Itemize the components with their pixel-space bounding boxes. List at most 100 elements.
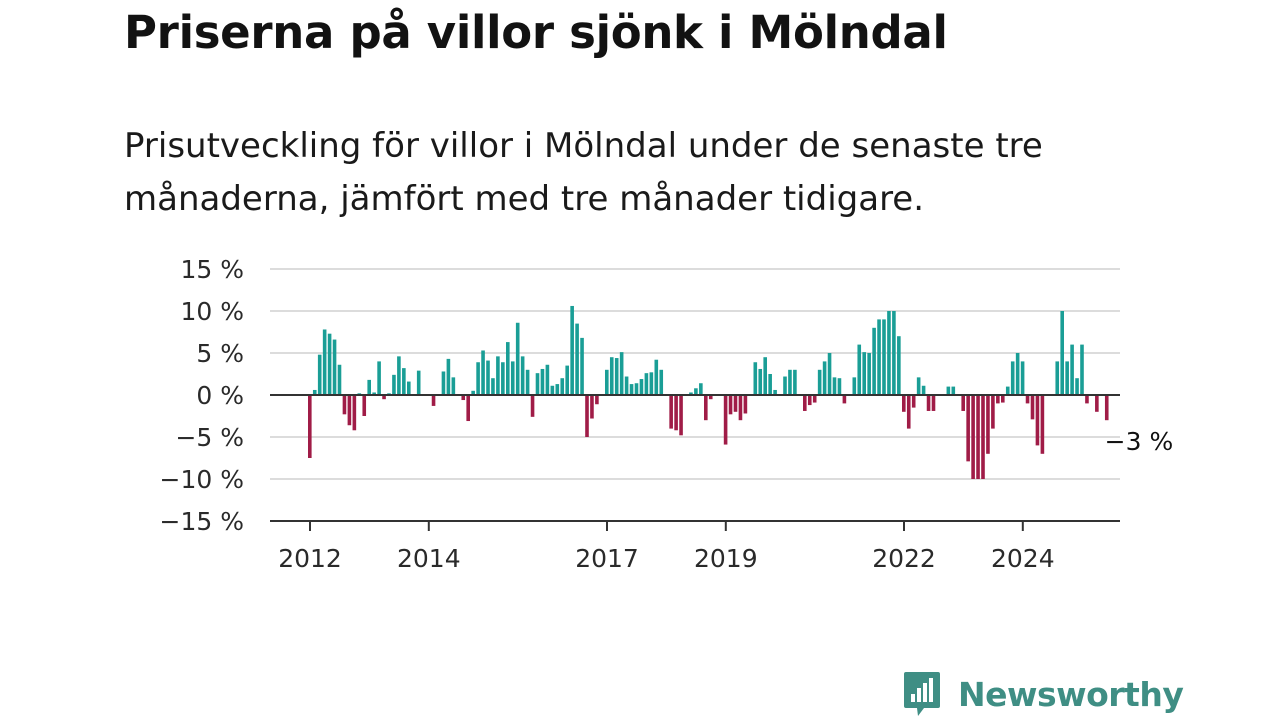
bar xyxy=(976,395,980,479)
bar xyxy=(743,395,748,414)
bar xyxy=(852,377,857,395)
bar xyxy=(966,395,970,462)
bar xyxy=(644,373,649,395)
bar xyxy=(654,359,659,395)
bar xyxy=(768,374,772,395)
bar xyxy=(1020,361,1025,395)
bar xyxy=(570,305,574,395)
bar xyxy=(515,322,520,395)
bar xyxy=(857,344,862,395)
bar xyxy=(308,395,312,458)
y-tick-label: −5 % xyxy=(175,423,244,452)
bar xyxy=(1080,344,1084,395)
bar xyxy=(397,356,401,395)
bar xyxy=(694,388,698,395)
bar xyxy=(367,379,371,395)
bar xyxy=(506,342,510,395)
chart-subtitle: Prisutveckling för villor i Mölndal unde… xyxy=(124,126,1043,219)
y-tick-label: 5 % xyxy=(196,339,244,368)
bar xyxy=(699,383,703,395)
bar xyxy=(981,395,985,479)
bar xyxy=(372,392,376,395)
bar xyxy=(1010,361,1015,395)
bar xyxy=(996,395,1000,404)
bar xyxy=(1070,344,1074,395)
bar xyxy=(862,352,866,395)
bar xyxy=(659,369,664,395)
bar xyxy=(377,361,381,395)
bar xyxy=(902,395,906,412)
brand-logo: Newsworthy xyxy=(902,670,1184,718)
bar xyxy=(773,389,777,395)
bar xyxy=(763,357,767,395)
bar xyxy=(1055,361,1060,395)
bar xyxy=(337,364,342,395)
bar xyxy=(402,368,406,395)
bar xyxy=(327,333,332,395)
bar xyxy=(872,327,876,395)
bar xyxy=(332,339,337,395)
x-tick-label: 2017 xyxy=(575,544,639,573)
bar xyxy=(812,395,817,403)
bar xyxy=(1040,395,1045,454)
bar xyxy=(1075,378,1079,395)
bar xyxy=(1001,395,1005,403)
bar xyxy=(921,385,926,395)
bar xyxy=(550,385,555,395)
bar xyxy=(728,395,733,415)
bar xyxy=(991,395,995,429)
bar xyxy=(793,369,797,395)
bar xyxy=(803,395,807,411)
bar xyxy=(476,362,480,395)
bar xyxy=(946,386,951,395)
bar xyxy=(555,384,560,395)
bar xyxy=(322,329,327,395)
bar xyxy=(441,371,446,395)
bar xyxy=(1104,395,1109,421)
bar xyxy=(520,356,525,395)
x-tick-label: 2012 xyxy=(278,544,342,573)
bar xyxy=(565,365,569,395)
bar xyxy=(639,379,644,395)
bar xyxy=(669,395,673,429)
bar xyxy=(634,383,639,395)
bar xyxy=(704,395,708,421)
bar xyxy=(961,395,965,411)
bar xyxy=(1005,386,1010,395)
y-tick-label: 15 % xyxy=(180,255,244,284)
bar xyxy=(540,368,545,395)
bar xyxy=(510,361,515,395)
y-tick-label: −10 % xyxy=(160,465,244,494)
bar xyxy=(491,378,495,395)
bar xyxy=(575,323,579,395)
bar xyxy=(827,353,832,395)
bar xyxy=(486,360,490,395)
brand-name: Newsworthy xyxy=(958,674,1184,714)
bar xyxy=(501,362,505,395)
bar xyxy=(867,353,871,395)
chart-title: Priserna på villor sjönk i Mölndal xyxy=(124,6,948,59)
bar xyxy=(1060,311,1064,395)
bar xyxy=(842,395,847,404)
bar xyxy=(580,337,584,395)
bar xyxy=(545,364,550,395)
bar xyxy=(496,356,500,395)
bar xyxy=(971,395,975,479)
bar xyxy=(1085,395,1089,404)
bar xyxy=(560,378,565,395)
bar xyxy=(525,369,530,395)
bar xyxy=(624,376,629,395)
bar xyxy=(832,377,837,395)
bar xyxy=(723,395,728,445)
bar xyxy=(1095,395,1099,412)
bar xyxy=(317,354,322,395)
bar xyxy=(758,368,763,395)
y-tick-label: −15 % xyxy=(160,507,244,536)
bar xyxy=(530,395,535,417)
bar xyxy=(614,358,619,395)
bar xyxy=(1025,395,1030,404)
bar xyxy=(892,311,896,395)
bar xyxy=(466,395,470,422)
bar xyxy=(649,372,654,395)
